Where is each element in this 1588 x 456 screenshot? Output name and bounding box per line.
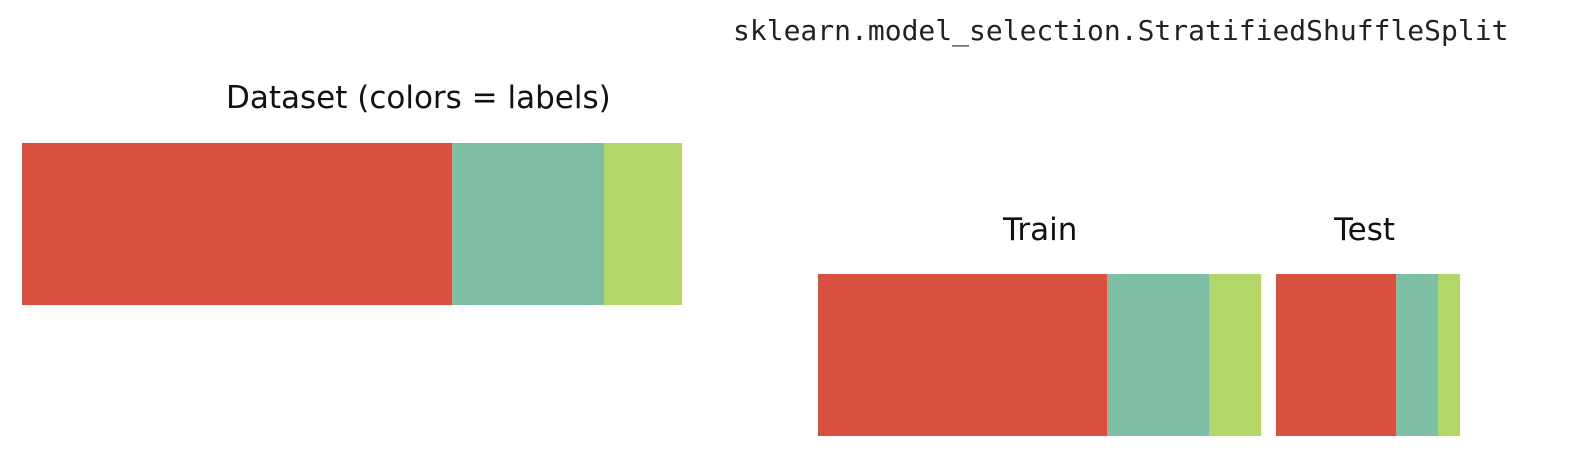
train-segment-class-a: [818, 274, 1107, 436]
test-segment-class-b: [1395, 274, 1439, 436]
train-bar: [818, 274, 1261, 436]
test-bar: [1276, 274, 1460, 436]
train-segment-class-c: [1208, 274, 1261, 436]
dataset-segment-class-a: [22, 143, 453, 305]
train-segment-class-b: [1106, 274, 1209, 436]
dataset-bar: [22, 143, 682, 305]
test-label: Test: [1334, 212, 1396, 248]
test-segment-class-c: [1438, 274, 1460, 436]
dataset-segment-class-c: [604, 143, 682, 305]
dataset-label: Dataset (colors = labels): [226, 80, 611, 116]
test-segment-class-a: [1276, 274, 1396, 436]
train-label: Train: [1003, 212, 1078, 248]
api-name-title: sklearn.model_selection.StratifiedShuffl…: [733, 14, 1509, 47]
dataset-segment-class-b: [452, 143, 605, 305]
